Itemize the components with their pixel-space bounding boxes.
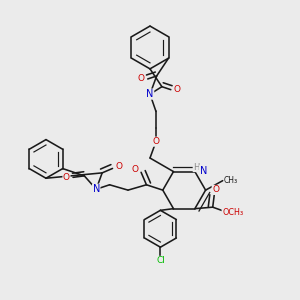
Text: methyl: methyl <box>224 179 229 180</box>
Text: H: H <box>193 163 200 172</box>
Text: N: N <box>146 89 154 99</box>
Text: N: N <box>92 184 100 194</box>
Text: Cl: Cl <box>156 256 165 266</box>
Text: O: O <box>63 173 70 182</box>
Text: O: O <box>116 162 123 171</box>
Text: O: O <box>174 85 181 94</box>
Text: O: O <box>212 185 219 194</box>
Text: O: O <box>152 137 159 146</box>
Text: CH₃: CH₃ <box>224 176 238 185</box>
Text: O: O <box>132 165 139 174</box>
Text: N: N <box>200 166 207 176</box>
Text: OCH₃: OCH₃ <box>222 208 243 217</box>
Text: O: O <box>138 74 145 83</box>
